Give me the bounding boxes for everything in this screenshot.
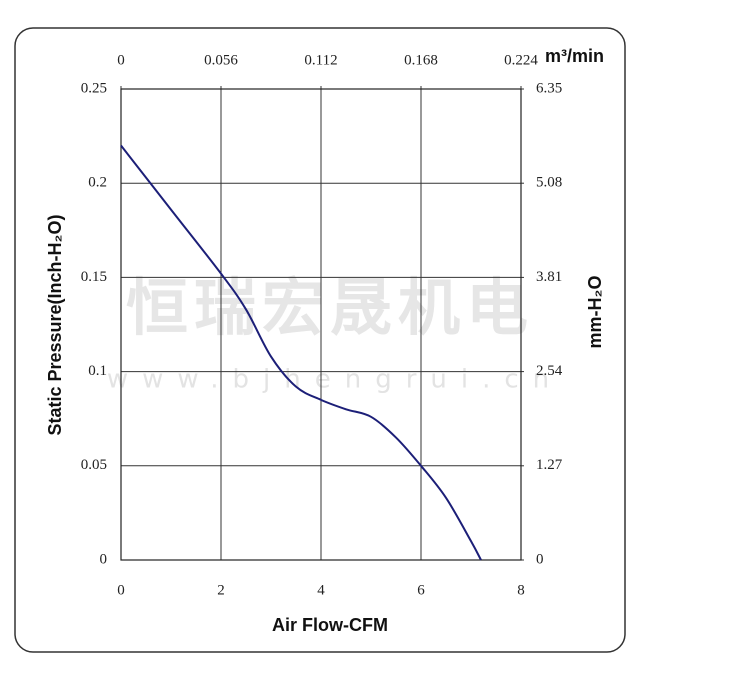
y2-tick-label: 5.08 (536, 175, 562, 191)
y2-axis-title: mm-H₂O (585, 275, 605, 348)
x-tick-label: 4 (317, 582, 325, 598)
x2-tick-label: 0.224 (504, 52, 538, 68)
x2-tick-label: 0 (117, 52, 125, 68)
watermark: 恒瑞宏晟机电 (126, 271, 534, 344)
x2-tick-label: 0.056 (204, 52, 238, 68)
y-tick-label: 0.15 (81, 269, 107, 285)
x-tick-label: 8 (517, 582, 525, 598)
y2-tick-label: 2.54 (536, 363, 563, 379)
curve (120, 144, 482, 561)
x2-tick-label: 0.168 (404, 52, 438, 68)
plot-border (120, 88, 522, 561)
y2-tick-label: 6.35 (536, 80, 562, 96)
x2-tick-label: 0.112 (304, 52, 337, 68)
y-tick-label: 0 (100, 551, 108, 567)
frame (14, 27, 626, 653)
y-tick-label: 0.25 (81, 80, 107, 96)
y2-tick-label: 3.81 (536, 269, 562, 285)
y-tick-label: 0.2 (88, 175, 107, 191)
x-tick-label: 2 (217, 582, 225, 598)
y-tick-label: 0.05 (81, 457, 107, 473)
y2-tick-label: 1.27 (536, 457, 563, 473)
y2-tick-label: 0 (536, 551, 544, 567)
watermark-url: www.bjhengrui.cn (107, 365, 563, 395)
x-tick-label: 0 (117, 582, 125, 598)
y-tick-label: 0.1 (88, 363, 107, 379)
x-tick-label: 6 (417, 582, 425, 598)
y-axis-title: Static Pressure(Inch-H₂O) (45, 214, 65, 435)
x-axis-title: Air Flow-CFM (272, 615, 388, 635)
x2-axis-title: m³/min (545, 46, 604, 66)
